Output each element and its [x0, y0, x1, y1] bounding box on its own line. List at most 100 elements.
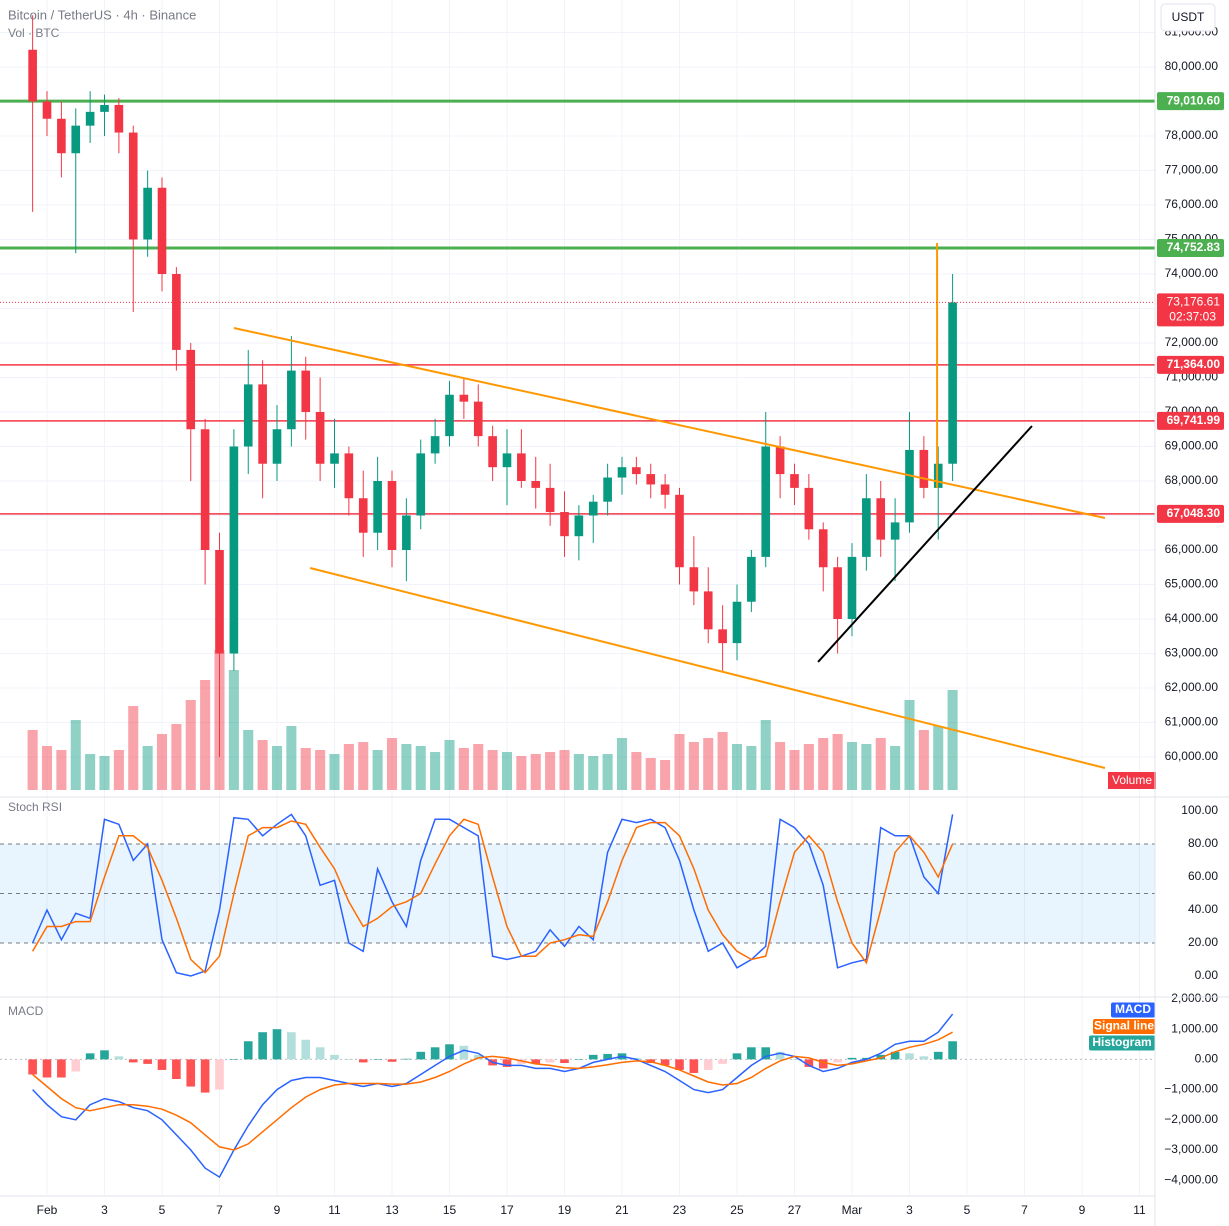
y-tick-label: 64,000.00	[1165, 611, 1219, 625]
candle-body	[71, 125, 81, 154]
candle-body	[229, 446, 239, 654]
volume-bar	[171, 724, 182, 790]
volume-bar	[473, 744, 484, 790]
candle-body	[315, 411, 325, 464]
histogram-bar	[761, 1047, 771, 1060]
level-label: 69,741.99	[1167, 413, 1221, 427]
volume-bar	[660, 760, 671, 790]
volume-bar	[674, 734, 685, 790]
trend-line	[817, 425, 1033, 663]
volume-bar	[703, 738, 714, 790]
candle-body	[502, 453, 512, 468]
volume-bar	[243, 730, 254, 790]
signal-line	[32, 1031, 953, 1151]
candle-body	[157, 187, 167, 274]
macd-title: MACD	[8, 1004, 44, 1018]
x-tick-label: 27	[788, 1203, 802, 1217]
level-label: 67,048.30	[1167, 506, 1221, 520]
candle-body	[761, 446, 771, 557]
histogram-bar	[157, 1059, 167, 1070]
volume-bar	[731, 744, 743, 790]
y-tick-label: 74,000.00	[1165, 266, 1219, 280]
x-tick-label: 3	[906, 1203, 913, 1217]
histogram-bar	[703, 1059, 713, 1070]
candle-body	[905, 449, 914, 523]
volume-bar	[947, 690, 958, 790]
histogram-bar	[229, 1059, 239, 1060]
last-price-box	[1157, 293, 1224, 327]
volume-bar	[832, 734, 843, 790]
histogram-bar	[732, 1053, 742, 1060]
x-tick-label: Mar	[842, 1203, 863, 1217]
histogram-bar	[287, 1032, 296, 1060]
histogram-bar	[186, 1059, 196, 1087]
candle-body	[28, 49, 37, 102]
histogram-bar	[143, 1059, 152, 1064]
volume-bar	[56, 750, 67, 790]
x-tick-label: 7	[216, 1203, 223, 1217]
candle-body	[775, 446, 785, 475]
histogram-bar	[675, 1059, 684, 1070]
volume-bar	[27, 730, 38, 790]
histogram-bar	[833, 1059, 842, 1063]
level-label-box	[1157, 504, 1224, 523]
histogram-bar	[603, 1053, 612, 1060]
histogram-bar	[373, 1059, 382, 1060]
volume-bar	[789, 750, 800, 790]
histogram-bar	[42, 1059, 52, 1078]
x-tick-label: Feb	[37, 1203, 58, 1217]
volume-bar	[803, 744, 814, 790]
histogram-bar	[330, 1054, 339, 1060]
candle-body	[517, 453, 526, 481]
x-tick-label: 13	[385, 1203, 399, 1217]
macd-line	[32, 1013, 954, 1179]
histogram-bar	[416, 1051, 426, 1060]
x-tick-label: 9	[1079, 1203, 1086, 1217]
volume-bar	[128, 706, 139, 790]
candle-body	[100, 104, 109, 112]
x-tick-label: 5	[964, 1203, 971, 1217]
y-tick-label: 20.00	[1188, 935, 1218, 949]
volume-bar	[616, 738, 628, 790]
currency-button[interactable]	[1160, 3, 1216, 32]
legend-label: Signal line	[1094, 1019, 1154, 1033]
candle-body	[862, 498, 871, 557]
candle-body	[215, 549, 224, 654]
legend-box	[1111, 1002, 1155, 1018]
volume-bar	[717, 732, 728, 790]
volume-bar	[70, 720, 81, 790]
histogram-bar	[632, 1057, 641, 1060]
y-tick-label: −3,000.00	[1164, 1142, 1218, 1156]
histogram-bar	[258, 1032, 267, 1060]
volume-bar	[487, 750, 498, 790]
histogram-bar	[818, 1059, 828, 1069]
y-tick-label: 60,000.00	[1165, 749, 1219, 763]
x-tick-label: 11	[328, 1203, 341, 1217]
candle-body	[617, 467, 627, 478]
candle-body	[430, 436, 440, 454]
histogram-bar	[948, 1041, 957, 1060]
y-tick-label: 80.00	[1188, 836, 1218, 850]
histogram-bar	[747, 1047, 756, 1060]
histogram-bar	[775, 1051, 785, 1060]
volume-bar	[386, 738, 398, 790]
y-tick-label: 1,000.00	[1171, 1021, 1218, 1035]
y-tick-label: −4,000.00	[1164, 1172, 1218, 1186]
volume-bar	[401, 744, 412, 790]
currency-label[interactable]: USDT	[1172, 10, 1205, 24]
candle-body	[416, 453, 426, 516]
volume-bar	[343, 744, 354, 790]
candle-body	[387, 480, 397, 550]
volume-bar	[760, 720, 771, 790]
volume-bar	[113, 750, 124, 790]
histogram-bar	[85, 1053, 95, 1060]
volume-bar	[458, 748, 469, 790]
volume-label: Volume	[1112, 773, 1152, 787]
candle-body	[488, 436, 497, 468]
y-tick-label: 68,000.00	[1165, 473, 1219, 487]
candle-body	[603, 477, 612, 502]
histogram-bar	[847, 1057, 857, 1060]
legend-label: Histogram	[1092, 1035, 1151, 1049]
